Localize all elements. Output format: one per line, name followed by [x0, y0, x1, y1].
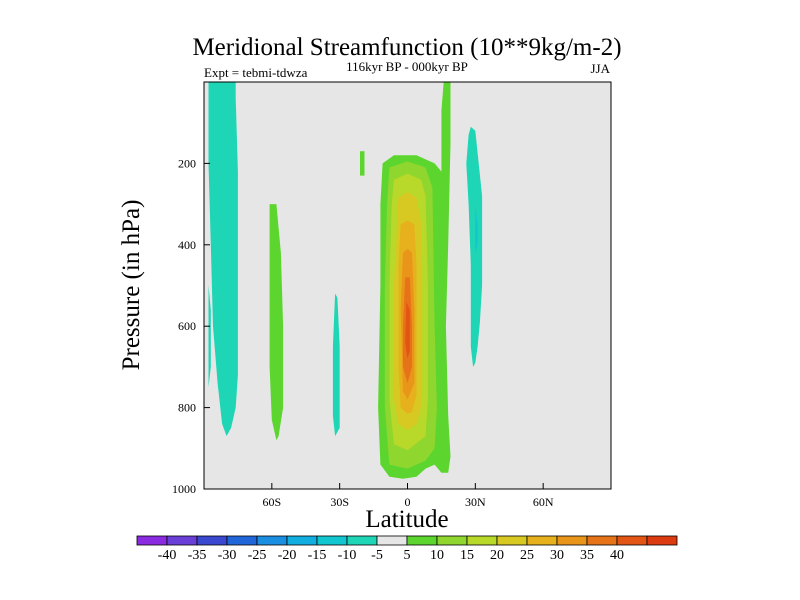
colorbar-box-6 — [316, 535, 348, 546]
colorbar-box-8 — [376, 535, 408, 546]
y-tick-label-400: 400 — [178, 238, 196, 252]
chart-subtitle: 116kyr BP - 000kyr BP — [346, 59, 468, 74]
colorbar-label-40: 40 — [610, 548, 624, 563]
colorbar-label-25: 25 — [520, 548, 534, 563]
colorbar-box-15 — [586, 535, 618, 546]
contour-regions — [208, 82, 483, 479]
x-tick-label-0: 0 — [405, 495, 411, 509]
x-axis: 60S 30S 0 30N 60N — [262, 483, 554, 509]
y-tick-label-600: 600 — [178, 319, 196, 333]
colorbar-box-2 — [196, 535, 228, 546]
colorbar-label--20: -20 — [278, 548, 297, 563]
colorbar-box-14 — [556, 535, 588, 546]
colorbar-label--30: -30 — [218, 548, 237, 563]
contour-south-polar-negative-tail — [208, 285, 211, 388]
contour-southern-subtropic-negative — [332, 293, 340, 437]
colorbar-box-12 — [496, 535, 528, 546]
colorbar-box-0 — [136, 535, 168, 546]
contour-north-tropic-negative-inner — [475, 204, 478, 253]
x-tick-label-60S: 60S — [262, 495, 281, 509]
colorbar-box-16 — [616, 535, 648, 546]
x-tick-label-30N: 30N — [465, 495, 486, 509]
colorbar-label-5: 5 — [404, 548, 411, 563]
colorbar-label-10: 10 — [430, 548, 444, 563]
x-tick-label-30S: 30S — [330, 495, 349, 509]
colorbar-label-20: 20 — [490, 548, 504, 563]
colorbar-box-1 — [166, 535, 198, 546]
colorbar-box-9 — [406, 535, 438, 546]
colorbar-box-13 — [526, 535, 558, 546]
contour-south-polar-negative — [208, 82, 238, 437]
colorbar-label-35: 35 — [580, 548, 594, 563]
chart-title: Meridional Streamfunction (10**9kg/m-2) — [192, 34, 621, 61]
x-tick-label-60N: 60N — [533, 495, 554, 509]
colorbar-box-11 — [466, 535, 498, 546]
contour-southern-midlat-positive — [269, 204, 284, 441]
colorbar-label-15: 15 — [460, 548, 474, 563]
colorbar-box-3 — [226, 535, 258, 546]
y-tick-label-800: 800 — [178, 401, 196, 415]
colorbar-box-10 — [436, 535, 468, 546]
experiment-label: Expt = tebmi-tdwza — [204, 65, 308, 80]
contour-small-positive-patch — [360, 151, 365, 176]
y-tick-label-200: 200 — [178, 156, 196, 170]
colorbar-labels: -40 -35 -30 -25 -20 -15 -10 -5 5 10 15 20 25 30 35 40 — [158, 548, 624, 563]
contour-north-tropic-negative — [466, 126, 483, 367]
colorbar-box-5 — [286, 535, 318, 546]
colorbar-box-4 — [256, 535, 288, 546]
colorbar-box-7 — [346, 535, 378, 546]
x-axis-label: Latitude — [365, 506, 448, 533]
colorbar-label--10: -10 — [338, 548, 357, 563]
season-label: JJA — [590, 61, 610, 76]
y-axis: 200 400 600 800 1000 — [172, 156, 210, 496]
colorbar-label--35: -35 — [188, 548, 207, 563]
colorbar-label--5: -5 — [371, 548, 383, 563]
contour-hadley-l8 — [405, 301, 410, 359]
colorbar-label--15: -15 — [308, 548, 327, 563]
y-tick-label-1000: 1000 — [172, 482, 196, 496]
colorbar — [136, 535, 678, 546]
colorbar-label--25: -25 — [248, 548, 267, 563]
y-axis-label: Pressure (in hPa) — [118, 200, 145, 371]
colorbar-box-17 — [646, 535, 678, 546]
colorbar-label--40: -40 — [158, 548, 177, 563]
colorbar-label-30: 30 — [550, 548, 564, 563]
